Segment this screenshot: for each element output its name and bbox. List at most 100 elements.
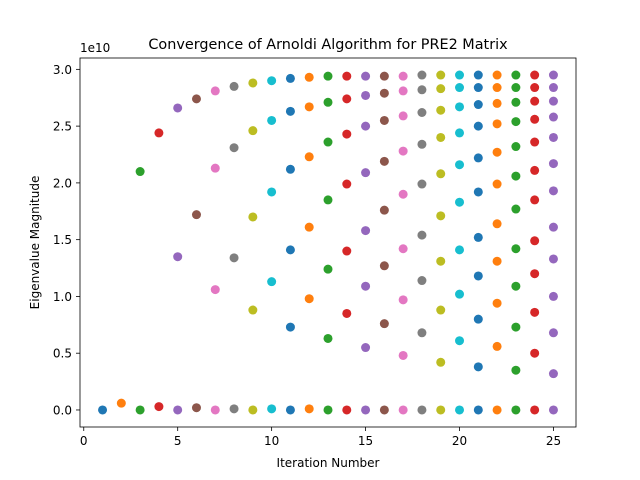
data-point-iter-23-9 xyxy=(511,117,521,127)
x-tick-label: 20 xyxy=(452,434,467,448)
data-point-iter-10-4 xyxy=(267,115,277,125)
data-point-iter-5-1 xyxy=(173,405,183,415)
data-point-iter-9-4 xyxy=(248,126,258,136)
data-point-iter-20-6 xyxy=(455,160,465,170)
data-point-iter-25-12 xyxy=(548,83,558,93)
x-tick-label: 5 xyxy=(174,434,182,448)
data-point-iter-6-3 xyxy=(191,94,201,104)
data-point-iter-20-3 xyxy=(455,289,465,299)
data-point-iter-18-9 xyxy=(417,70,427,80)
data-point-iter-21-5 xyxy=(473,232,483,242)
data-point-iter-17-6 xyxy=(398,146,408,156)
data-point-iter-22-8 xyxy=(492,119,502,129)
data-point-iter-11-2 xyxy=(285,322,295,332)
y-axis-offset-text: 1e10 xyxy=(80,41,110,55)
data-point-iter-10-5 xyxy=(267,76,277,86)
data-point-iter-11-6 xyxy=(285,73,295,83)
data-point-iter-19-2 xyxy=(436,357,446,367)
data-point-iter-24-4 xyxy=(530,269,540,279)
data-point-iter-24-8 xyxy=(530,137,540,147)
data-point-iter-16-8 xyxy=(379,71,389,81)
y-tick-label: 1.5 xyxy=(53,233,72,247)
plot-frame xyxy=(79,57,577,428)
data-point-iter-17-4 xyxy=(398,244,408,254)
data-point-iter-22-5 xyxy=(492,219,502,229)
data-point-iter-14-1 xyxy=(342,405,352,415)
data-point-iter-12-3 xyxy=(304,222,314,232)
data-point-iter-18-3 xyxy=(417,276,427,286)
data-point-iter-22-11 xyxy=(492,70,502,80)
data-point-iter-18-8 xyxy=(417,85,427,95)
data-point-iter-8-3 xyxy=(229,143,239,153)
data-point-iter-23-6 xyxy=(511,204,521,214)
data-point-iter-7-2 xyxy=(210,285,220,295)
data-point-iter-17-1 xyxy=(398,405,408,415)
data-point-iter-20-9 xyxy=(455,83,465,93)
data-point-iter-23-7 xyxy=(511,171,521,181)
data-point-iter-4-2 xyxy=(154,128,164,138)
data-point-iter-11-4 xyxy=(285,164,295,174)
data-points xyxy=(98,70,558,415)
data-point-iter-8-1 xyxy=(229,404,239,414)
data-point-iter-15-5 xyxy=(361,168,371,178)
data-point-iter-13-4 xyxy=(323,195,333,205)
data-point-iter-21-3 xyxy=(473,314,483,324)
data-point-iter-19-9 xyxy=(436,84,446,94)
data-point-iter-15-6 xyxy=(361,121,371,131)
x-tick-label: 15 xyxy=(358,434,373,448)
data-point-iter-22-6 xyxy=(492,179,502,189)
data-point-iter-24-1 xyxy=(530,405,540,415)
data-point-iter-17-3 xyxy=(398,295,408,305)
data-point-iter-11-5 xyxy=(285,106,295,116)
y-tick-label: 0.0 xyxy=(53,403,72,417)
data-point-iter-22-9 xyxy=(492,98,502,108)
data-point-iter-15-2 xyxy=(361,343,371,353)
data-point-iter-24-6 xyxy=(530,195,540,205)
data-point-iter-13-2 xyxy=(323,333,333,343)
data-point-iter-12-2 xyxy=(304,294,314,304)
x-tick-label: 0 xyxy=(80,434,88,448)
data-point-iter-15-7 xyxy=(361,90,371,100)
data-point-iter-25-10 xyxy=(548,112,558,122)
data-point-iter-24-12 xyxy=(530,70,540,80)
data-point-iter-22-4 xyxy=(492,256,502,266)
data-point-iter-21-2 xyxy=(473,362,483,372)
data-point-iter-7-3 xyxy=(210,163,220,173)
data-point-iter-16-5 xyxy=(379,156,389,166)
data-point-iter-20-2 xyxy=(455,336,465,346)
data-point-iter-16-1 xyxy=(379,405,389,415)
data-point-iter-12-6 xyxy=(304,72,314,82)
data-point-iter-25-11 xyxy=(548,96,558,106)
data-point-iter-2-1 xyxy=(116,398,126,408)
data-point-iter-21-11 xyxy=(473,70,483,80)
x-tick-label: 10 xyxy=(264,434,279,448)
data-point-iter-9-2 xyxy=(248,305,258,315)
y-tick-label: 1.0 xyxy=(53,290,72,304)
data-point-iter-21-8 xyxy=(473,121,483,131)
data-point-iter-24-3 xyxy=(530,307,540,317)
data-point-iter-25-3 xyxy=(548,328,558,338)
data-point-iter-25-6 xyxy=(548,222,558,232)
data-point-iter-22-2 xyxy=(492,341,502,351)
data-point-iter-16-2 xyxy=(379,319,389,329)
data-point-iter-13-3 xyxy=(323,264,333,274)
data-point-iter-11-3 xyxy=(285,245,295,255)
data-point-iter-4-1 xyxy=(154,402,164,412)
data-point-iter-18-1 xyxy=(417,405,427,415)
data-point-iter-25-8 xyxy=(548,159,558,169)
data-point-iter-24-10 xyxy=(530,96,540,106)
data-point-iter-22-1 xyxy=(492,405,502,415)
data-point-iter-14-2 xyxy=(342,308,352,318)
data-point-iter-18-5 xyxy=(417,179,427,189)
data-point-iter-3-2 xyxy=(135,167,145,177)
data-point-iter-5-2 xyxy=(173,252,183,262)
data-point-iter-12-1 xyxy=(304,404,314,414)
data-point-iter-9-3 xyxy=(248,212,258,222)
data-point-iter-23-8 xyxy=(511,142,521,152)
data-point-iter-15-1 xyxy=(361,405,371,415)
y-tick-label: 2.0 xyxy=(53,176,72,190)
data-point-iter-10-2 xyxy=(267,277,277,287)
data-point-iter-21-6 xyxy=(473,187,483,197)
data-point-iter-20-8 xyxy=(455,102,465,112)
